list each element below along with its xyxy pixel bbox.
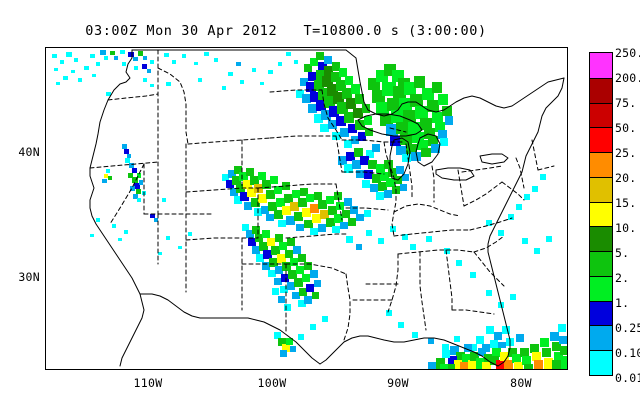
precip-central-plains (222, 166, 371, 235)
colorbar-band-250 (590, 53, 612, 78)
colorbar-label-10: 10. (615, 221, 637, 235)
page-title: 03:00Z Mon 30 Apr 2012 T=10800.0 s (3:00… (85, 23, 487, 39)
colorbar-band-15 (590, 201, 612, 227)
colorbar (589, 52, 613, 376)
x-tick-label-110w: 110W (133, 376, 163, 390)
border-canada-lakes (345, 49, 565, 117)
colorbar-labels: 250. 200. 75. 50. 25. 20. 15. 10. 5. 2. … (615, 45, 640, 385)
precip-pacific-northwest (52, 50, 154, 87)
colorbar-band-025 (590, 325, 612, 351)
colorbar-label-15: 15. (615, 196, 637, 210)
precip-northern-plains (222, 52, 298, 90)
colorbar-label-010: 0.10 (615, 346, 640, 360)
colorbar-band-200 (590, 77, 612, 103)
colorbar-band-75 (590, 102, 612, 128)
colorbar-label-001: 0.01 (615, 371, 640, 385)
map-borders (89, 49, 565, 367)
colorbar-label-75: 75. (615, 96, 637, 110)
colorbar-band-50 (590, 127, 612, 153)
colorbar-label-1: 1. (615, 296, 630, 310)
x-tick-label-100w: 100W (257, 376, 287, 390)
precip-southwest (158, 232, 192, 255)
precip-deep-south (346, 226, 476, 351)
coastline-pacific (89, 49, 145, 367)
precip-upper-midwest (296, 52, 453, 200)
lake-huron (415, 133, 441, 167)
state-borders (89, 49, 555, 341)
precip-southern-plains (242, 224, 328, 357)
lake-michigan (389, 137, 411, 181)
precipitation-field (52, 50, 567, 369)
coastline-gulf (319, 335, 499, 367)
colorbar-label-250: 250. (615, 46, 640, 60)
precip-southeast-coast (486, 174, 552, 308)
colorbar-band-5 (590, 251, 612, 276)
y-tick-label-30n: 30N (18, 270, 40, 284)
colorbar-band-1 (590, 300, 612, 326)
x-tick-label-80w: 80W (510, 376, 532, 390)
precip-northern-rockies (164, 52, 218, 86)
colorbar-band-10 (590, 226, 612, 252)
colorbar-band-20 (590, 176, 612, 202)
colorbar-label-20: 20. (615, 171, 637, 185)
colorbar-label-025: 0.25 (615, 321, 640, 335)
lake-erie (435, 167, 475, 181)
border-mexico (139, 293, 321, 365)
map-canvas (52, 49, 567, 369)
colorbar-label-2: 2. (615, 271, 630, 285)
colorbar-band-2 (590, 275, 612, 301)
colorbar-label-200: 200. (615, 71, 640, 85)
colorbar-label-5: 5. (615, 246, 630, 260)
coastline-atlantic (487, 77, 565, 367)
lake-ontario (479, 153, 509, 165)
precip-nevada-utah (90, 92, 166, 241)
colorbar-band-25 (590, 152, 612, 177)
colorbar-label-25: 25. (615, 146, 637, 160)
x-tick-label-90w: 90W (387, 376, 409, 390)
map-plot-area (45, 47, 568, 370)
colorbar-band-010 (590, 350, 612, 375)
y-tick-label-40n: 40N (18, 145, 40, 159)
colorbar-label-50: 50. (615, 121, 637, 135)
lake-superior (357, 113, 423, 137)
